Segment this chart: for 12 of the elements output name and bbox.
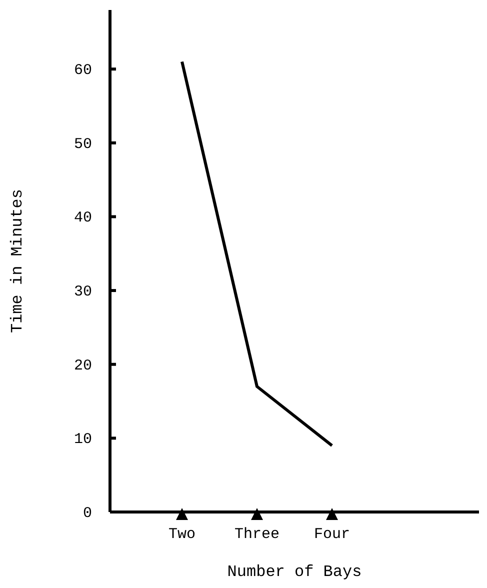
y-axis-title: Time in Minutes — [8, 188, 27, 334]
y-tick-label: 40 — [74, 210, 92, 227]
x-tick-label: Two — [168, 526, 196, 543]
x-tick-label: Three — [234, 526, 280, 543]
y-tick-label: 0 — [82, 505, 92, 522]
y-tick-label: 30 — [74, 284, 92, 301]
y-tick-label: 60 — [74, 62, 92, 80]
x-tick-label: Four — [314, 526, 350, 543]
y-tick-label: 10 — [74, 431, 92, 448]
x-axis-title: Number of Bays — [227, 563, 362, 581]
y-tick-label: 50 — [74, 136, 92, 153]
y-tick-label: 20 — [74, 357, 92, 374]
